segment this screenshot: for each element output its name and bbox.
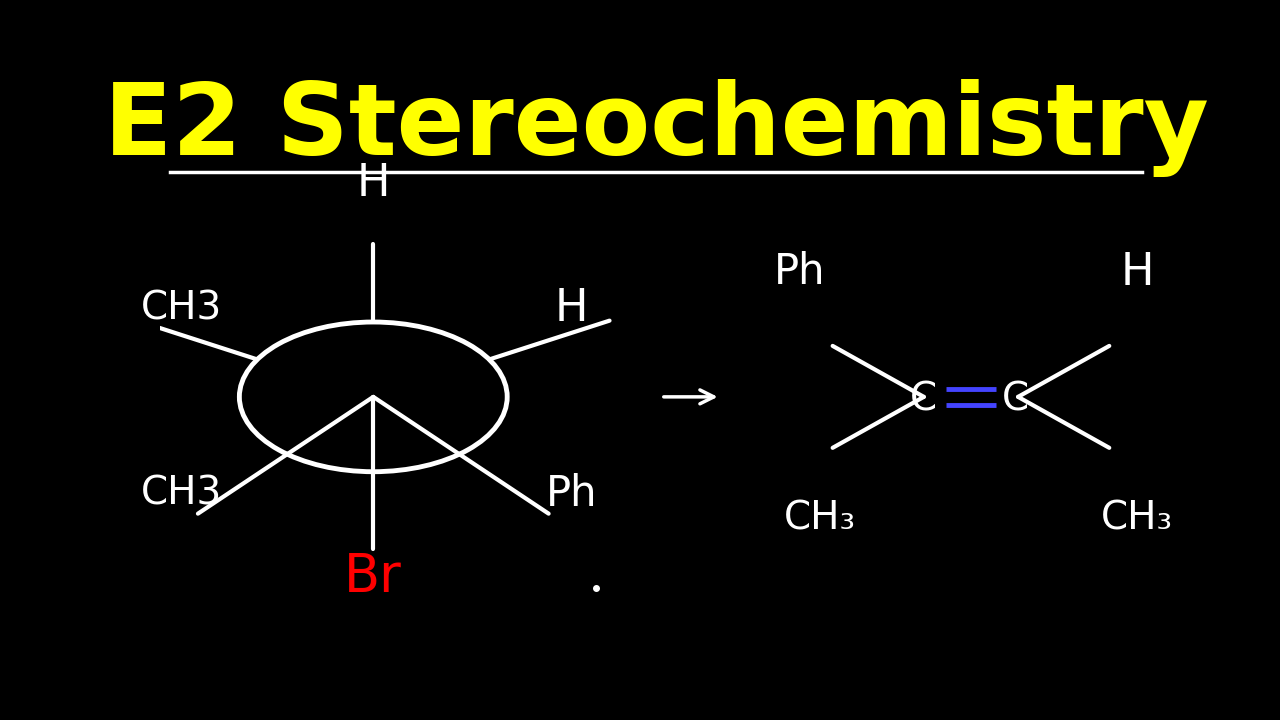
Text: H: H bbox=[556, 287, 589, 330]
Text: E2 Stereochemistry: E2 Stereochemistry bbox=[104, 79, 1208, 177]
Text: CH3: CH3 bbox=[141, 475, 223, 513]
Text: H: H bbox=[357, 162, 390, 205]
Text: H: H bbox=[1120, 251, 1153, 294]
Text: Br: Br bbox=[344, 551, 402, 603]
Text: Ph: Ph bbox=[547, 473, 598, 515]
Text: Ph: Ph bbox=[774, 251, 826, 293]
Text: CH₃: CH₃ bbox=[783, 500, 856, 538]
Text: CH3: CH3 bbox=[141, 289, 223, 327]
Text: C: C bbox=[1001, 381, 1029, 418]
Text: CH₃: CH₃ bbox=[1101, 500, 1174, 538]
Text: C: C bbox=[910, 381, 937, 418]
